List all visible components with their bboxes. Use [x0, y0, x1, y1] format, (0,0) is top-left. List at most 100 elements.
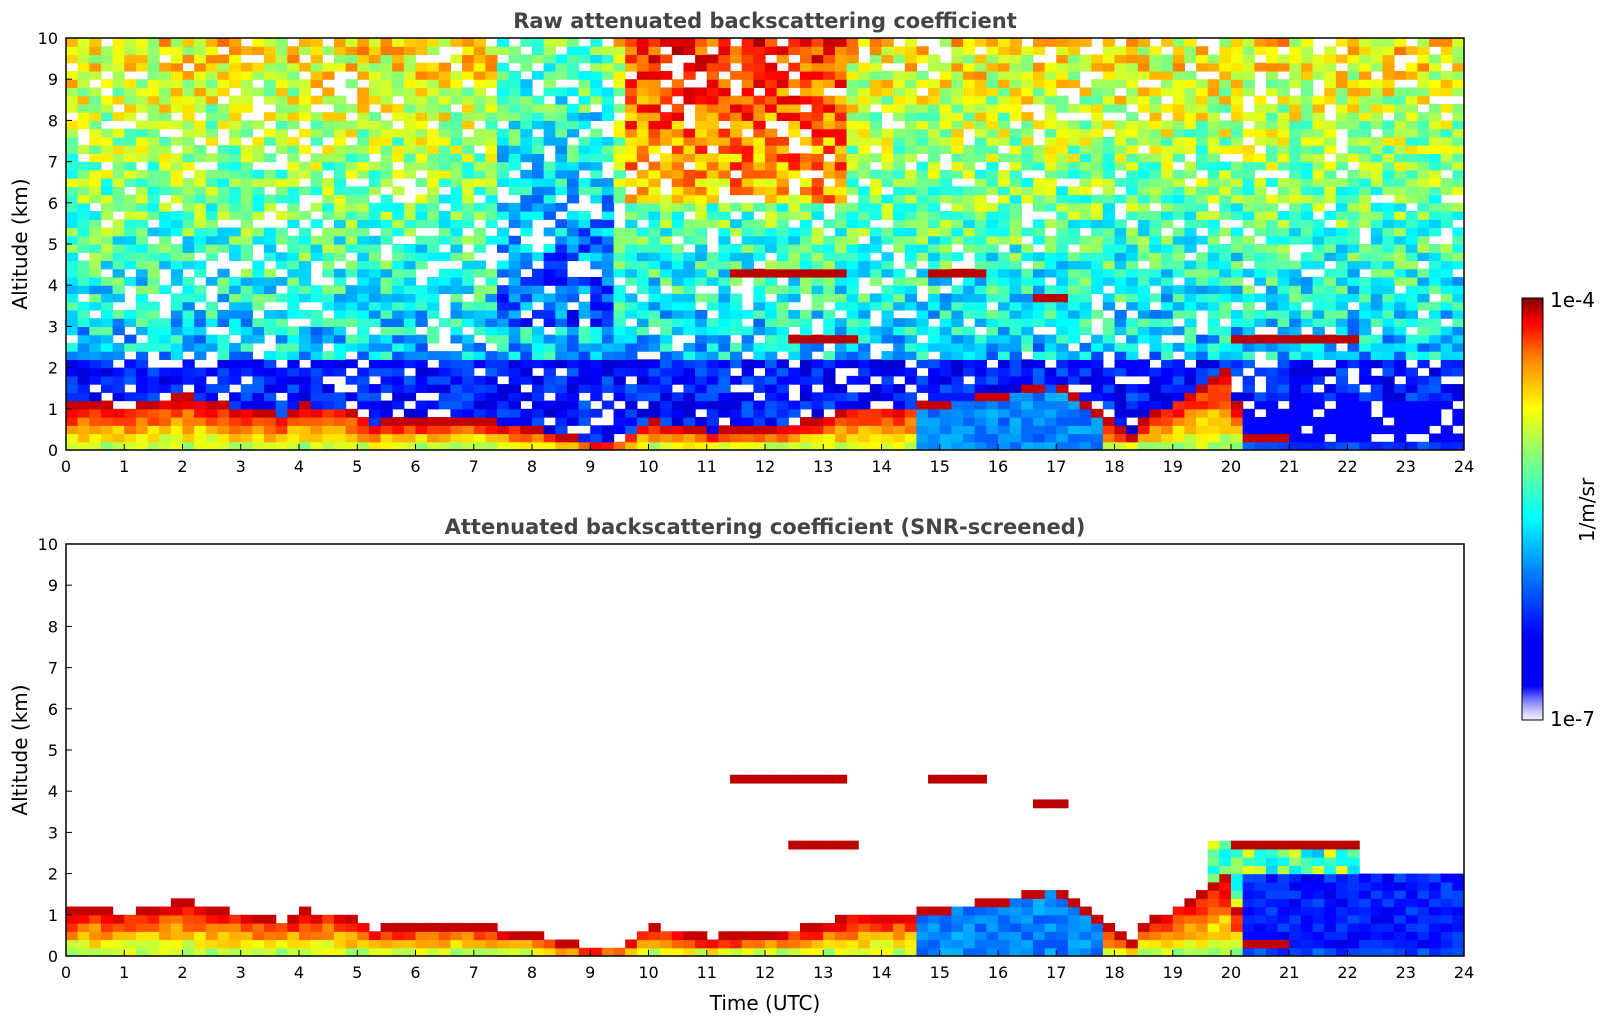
- heatmap-cell: [380, 260, 393, 270]
- heatmap-cell: [660, 433, 673, 443]
- heatmap-cell: [543, 38, 556, 47]
- heatmap-cell: [660, 38, 673, 47]
- heatmap-cell: [415, 202, 428, 212]
- heatmap-cell: [1231, 87, 1244, 97]
- heatmap-cell: [939, 103, 952, 113]
- heatmap-cell: [392, 244, 405, 253]
- heatmap-cell: [368, 384, 382, 393]
- heatmap-cell: [147, 211, 160, 220]
- heatmap-cell: [368, 95, 382, 105]
- heatmap-cell: [462, 359, 475, 369]
- heatmap-cell: [636, 178, 650, 187]
- heatmap-cell: [846, 235, 859, 245]
- heatmap-cell: [1126, 285, 1139, 295]
- heatmap-cell: [357, 38, 370, 47]
- heatmap-cell: [1231, 400, 1244, 410]
- heatmap-cell: [194, 293, 207, 303]
- heatmap-cell: [182, 227, 195, 237]
- heatmap-cell: [648, 219, 661, 229]
- heatmap-cell: [776, 285, 789, 295]
- heatmap-cell: [1347, 38, 1360, 47]
- heatmap-cell: [1056, 244, 1069, 253]
- heatmap-cell: [636, 276, 650, 286]
- heatmap-cell: [846, 145, 859, 154]
- heatmap-cell: [322, 227, 335, 237]
- heatmap-cell: [928, 136, 941, 146]
- heatmap-cell: [1394, 235, 1407, 245]
- heatmap-cell: [1231, 169, 1244, 179]
- heatmap-cell: [1219, 342, 1232, 352]
- heatmap-cell: [1289, 103, 1302, 113]
- heatmap-cell: [1382, 120, 1395, 130]
- heatmap-cell: [974, 95, 987, 105]
- heatmap-cell: [194, 367, 207, 377]
- heatmap-cell: [951, 79, 964, 89]
- heatmap-cell: [252, 178, 265, 187]
- heatmap-cell: [135, 120, 149, 130]
- heatmap-cell: [322, 425, 335, 435]
- heatmap-cell: [275, 194, 288, 204]
- heatmap-cell: [823, 112, 836, 121]
- heatmap-cell: [928, 400, 941, 410]
- heatmap-cell: [380, 400, 393, 410]
- heatmap-cell: [683, 417, 696, 426]
- heatmap-cell: [916, 169, 929, 179]
- heatmap-cell: [765, 178, 778, 187]
- heatmap-cell: [1219, 46, 1232, 56]
- heatmap-cell: [578, 384, 591, 393]
- heatmap-cell: [613, 260, 626, 270]
- heatmap-cell: [1044, 95, 1057, 105]
- heatmap-cell: [834, 384, 848, 393]
- heatmap-cell: [834, 178, 848, 187]
- heatmap-cell: [555, 153, 568, 163]
- heatmap-cell: [566, 334, 580, 344]
- heatmap-cell: [939, 276, 952, 286]
- heatmap-cell: [625, 62, 638, 72]
- heatmap-cell: [555, 309, 568, 319]
- heatmap-cell: [497, 392, 510, 402]
- heatmap-cell: [555, 70, 568, 80]
- heatmap-cell: [1137, 244, 1151, 253]
- heatmap-cell: [310, 120, 323, 130]
- heatmap-cell: [1335, 367, 1349, 377]
- heatmap-cell: [613, 194, 626, 204]
- heatmap-cell: [834, 153, 848, 163]
- heatmap-cell: [497, 408, 510, 418]
- heatmap-cell: [392, 145, 405, 154]
- heatmap-cell: [858, 87, 871, 97]
- heatmap-cell: [776, 359, 789, 369]
- heatmap-cell: [555, 293, 568, 303]
- heatmap-cell: [566, 153, 580, 163]
- heatmap-cell: [520, 219, 533, 229]
- heatmap-cell: [508, 342, 521, 352]
- heatmap-cell: [1207, 293, 1220, 303]
- heatmap-cell: [648, 441, 661, 450]
- heatmap-cell: [1335, 70, 1349, 80]
- heatmap-cell: [998, 260, 1011, 270]
- heatmap-cell: [89, 260, 102, 270]
- heatmap-cell: [1009, 145, 1022, 154]
- heatmap-cell: [1277, 219, 1290, 229]
- heatmap-cell: [846, 392, 859, 402]
- heatmap-cell: [112, 128, 125, 138]
- heatmap-cell: [986, 375, 999, 385]
- heatmap-cell: [438, 425, 452, 435]
- heatmap-cell: [1184, 400, 1197, 410]
- heatmap-cell: [753, 351, 766, 360]
- heatmap-cell: [811, 161, 824, 171]
- heatmap-cell: [182, 128, 195, 138]
- heatmap-cell: [427, 244, 440, 253]
- heatmap-cell: [147, 433, 160, 443]
- heatmap-cell: [1324, 252, 1337, 262]
- heatmap-cell: [403, 276, 417, 286]
- heatmap-cell: [287, 260, 300, 270]
- heatmap-cell: [403, 70, 417, 80]
- heatmap-cell: [1056, 441, 1069, 450]
- heatmap-cell: [869, 408, 883, 418]
- heatmap-cell: [194, 128, 207, 138]
- heatmap-cell: [275, 417, 288, 426]
- heatmap-cell: [205, 252, 219, 262]
- heatmap-cell: [963, 120, 976, 130]
- heatmap-cell: [566, 186, 580, 196]
- heatmap-cell: [462, 268, 475, 278]
